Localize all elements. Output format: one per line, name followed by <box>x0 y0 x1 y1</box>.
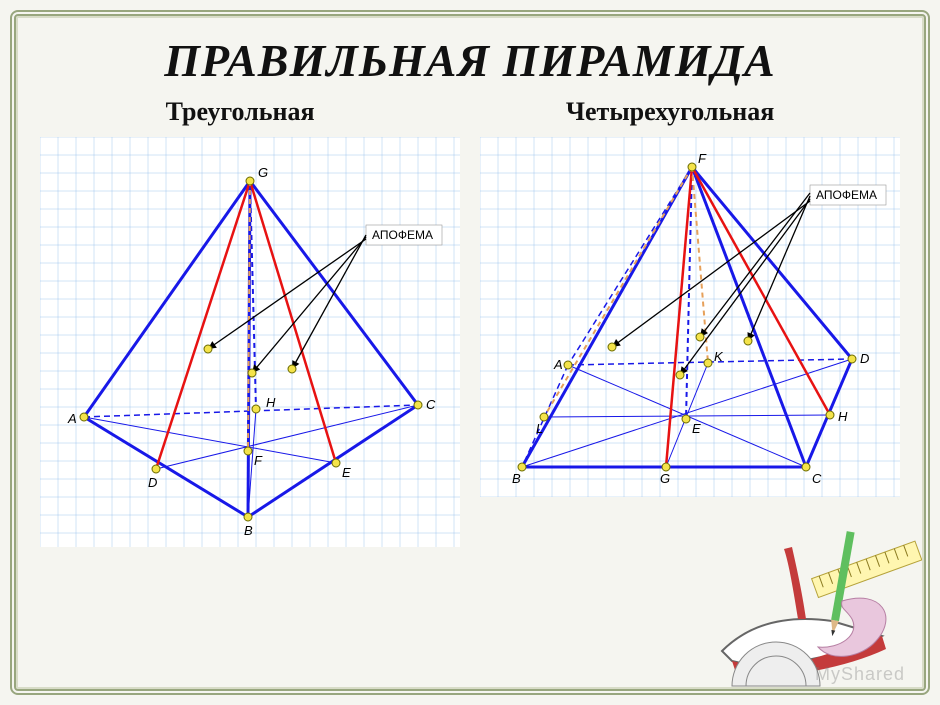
svg-text:АПОФЕМА: АПОФЕМА <box>816 188 877 202</box>
svg-text:E: E <box>342 465 351 480</box>
svg-text:H: H <box>838 409 848 424</box>
svg-text:D: D <box>860 351 869 366</box>
slide-content: ПРАВИЛЬНАЯ ПИРАМИДА Треугольная Четыреху… <box>40 30 900 675</box>
svg-text:C: C <box>426 397 436 412</box>
panel-triangular: АПОФЕМА G A B C H D E F <box>40 137 460 547</box>
svg-text:F: F <box>698 151 707 166</box>
svg-text:H: H <box>266 395 276 410</box>
svg-text:B: B <box>244 523 253 538</box>
subtitles-row: Треугольная Четырехугольная <box>40 97 900 127</box>
svg-text:АПОФЕМА: АПОФЕМА <box>372 228 433 242</box>
svg-text:E: E <box>692 421 701 436</box>
svg-text:G: G <box>258 165 268 180</box>
svg-text:B: B <box>512 471 521 486</box>
svg-text:G: G <box>660 471 670 486</box>
svg-text:F: F <box>254 453 263 468</box>
diagram-triangular: АПОФЕМА G A B C H D E F <box>40 137 460 547</box>
svg-text:A: A <box>67 411 77 426</box>
panel-quadrangular: АПОФЕМА F A B C D K H L E G <box>480 137 900 497</box>
svg-text:K: K <box>714 349 724 364</box>
svg-text:A: A <box>553 357 563 372</box>
diagram-quadrangular: АПОФЕМА F A B C D K H L E G <box>480 137 900 497</box>
page-title: ПРАВИЛЬНАЯ ПИРАМИДА <box>40 34 900 87</box>
subtitle-right: Четырехугольная <box>566 97 774 127</box>
svg-text:C: C <box>812 471 822 486</box>
subtitle-left: Треугольная <box>166 97 315 127</box>
panels: АПОФЕМА G A B C H D E F АПОФЕМА F A B C D K H L E G <box>40 137 900 547</box>
svg-text:L: L <box>536 421 543 436</box>
watermark: MyShared <box>815 664 905 685</box>
svg-text:D: D <box>148 475 157 490</box>
